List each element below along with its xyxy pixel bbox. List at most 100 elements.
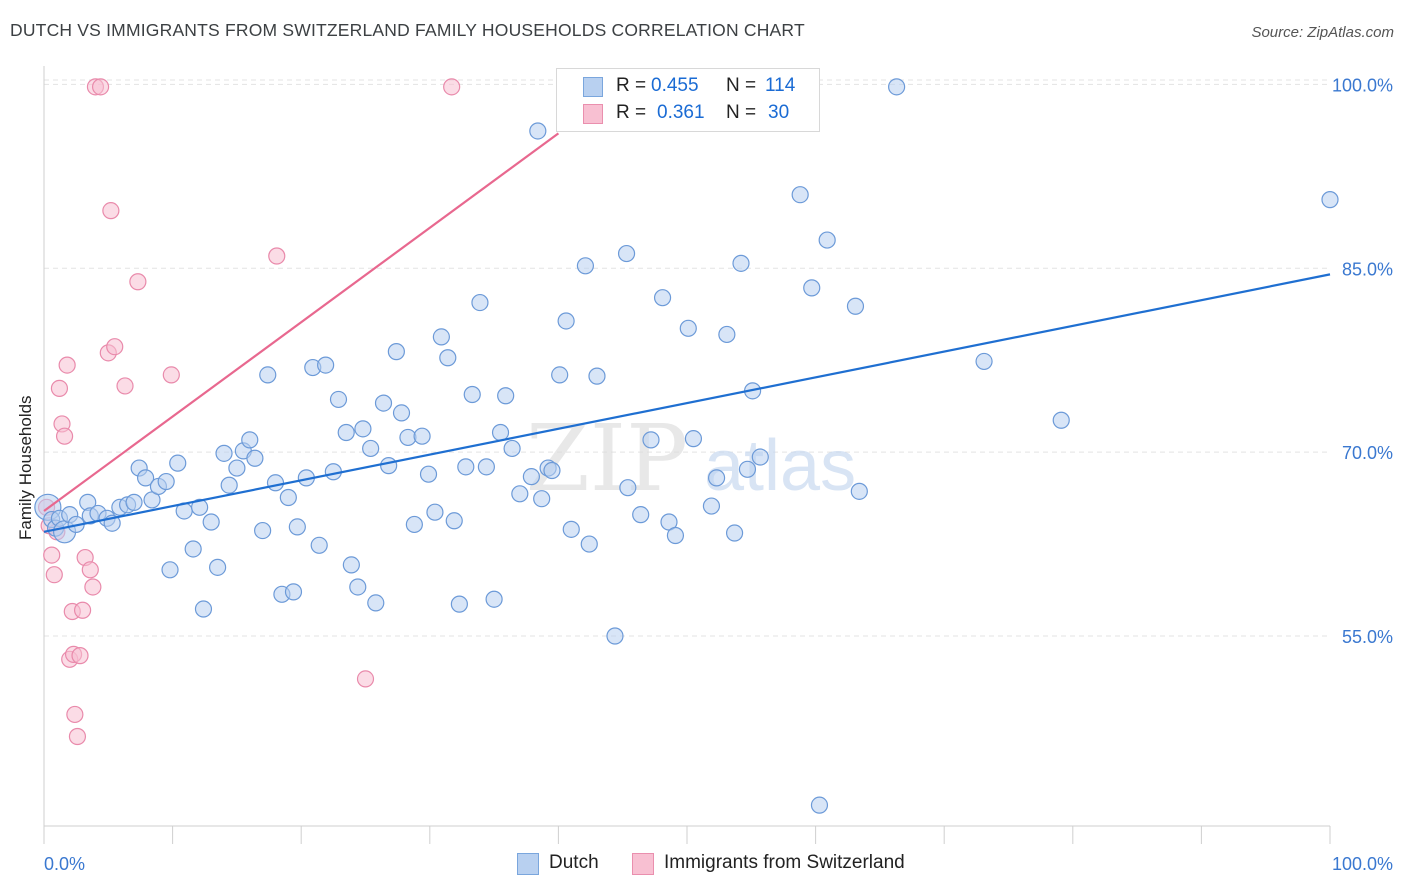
dutch-point bbox=[803, 279, 821, 297]
watermark-zip: ZIP bbox=[526, 405, 688, 512]
swiss-point bbox=[116, 377, 134, 395]
dutch-point bbox=[445, 512, 463, 530]
dutch-point bbox=[580, 535, 598, 553]
dutch-point bbox=[522, 468, 540, 486]
swiss-point bbox=[50, 379, 69, 397]
dutch-point bbox=[194, 600, 213, 618]
dutch-point bbox=[426, 503, 444, 521]
swiss-point bbox=[68, 727, 87, 746]
dutch-point bbox=[491, 423, 510, 442]
dutch-point bbox=[387, 343, 405, 361]
y-tick-label: 100.0% bbox=[1332, 75, 1393, 95]
bottom-legend-label-swiss: Immigrants from Switzerland bbox=[664, 852, 905, 873]
dutch-point bbox=[191, 498, 209, 516]
watermark-atlas: atlas bbox=[704, 426, 856, 506]
dutch-point bbox=[362, 439, 380, 458]
trend-lines bbox=[43, 132, 1331, 533]
dutch-point bbox=[606, 627, 624, 645]
swiss-point bbox=[55, 427, 74, 445]
dutch-point bbox=[751, 448, 769, 466]
stats-legend: R = 0.455 N = 114 R = 0.361 N = 30 bbox=[556, 68, 820, 132]
dutch-point bbox=[642, 431, 660, 449]
dutch-point bbox=[241, 431, 259, 449]
x-tick-label-min: 0.0% bbox=[44, 854, 85, 874]
dutch-point bbox=[419, 465, 438, 483]
dutch-point bbox=[284, 583, 303, 601]
dutch-point bbox=[1321, 191, 1339, 209]
dutch-point bbox=[543, 461, 561, 480]
dutch-point bbox=[702, 497, 721, 515]
legend-swatch-dutch bbox=[583, 77, 603, 97]
dutch-trend-line bbox=[43, 273, 1331, 533]
dutch-point bbox=[184, 540, 202, 558]
dutch-point bbox=[457, 458, 475, 476]
watermark: ZIP atlas bbox=[526, 405, 856, 512]
dutch-point bbox=[850, 482, 868, 500]
bottom-legend-label-dutch: Dutch bbox=[549, 852, 599, 873]
dutch-point bbox=[725, 524, 744, 542]
tick-labels: 55.0% 70.0% 85.0% 100.0% 0.0% 100.0% bbox=[44, 75, 1393, 874]
y-tick-label: 85.0% bbox=[1342, 259, 1393, 279]
dutch-point bbox=[367, 594, 385, 612]
dutch-point bbox=[653, 289, 672, 307]
swiss-trend-line bbox=[43, 132, 560, 512]
swiss-point bbox=[43, 546, 61, 564]
dutch-point bbox=[209, 558, 227, 576]
dutch-point bbox=[413, 427, 431, 445]
swiss-point bbox=[162, 366, 180, 384]
dutch-point bbox=[533, 490, 551, 508]
dutch-point bbox=[136, 469, 155, 487]
dutch-point bbox=[310, 536, 328, 554]
dutch-point bbox=[818, 231, 836, 249]
dutch-point bbox=[463, 385, 481, 404]
dutch-point bbox=[399, 428, 417, 447]
dutch-point bbox=[551, 366, 569, 384]
dutch-point bbox=[975, 352, 993, 371]
dutch-point bbox=[157, 472, 175, 491]
dutch-point bbox=[888, 78, 906, 96]
dutch-point bbox=[732, 254, 750, 272]
dutch-point bbox=[279, 488, 297, 507]
legend-r-label: R = bbox=[616, 75, 647, 96]
dutch-point bbox=[791, 186, 809, 204]
dutch-point bbox=[485, 590, 503, 608]
legend-n-value-dutch: 114 bbox=[765, 75, 796, 96]
dutch-point bbox=[588, 367, 606, 385]
dutch-point bbox=[679, 319, 697, 337]
dutch-point bbox=[619, 479, 637, 497]
dutch-point bbox=[684, 430, 703, 448]
axes bbox=[43, 66, 1331, 844]
swiss-point bbox=[81, 561, 99, 579]
legend-swatch-swiss bbox=[583, 104, 603, 124]
dutch-point bbox=[477, 458, 495, 476]
dutch-point bbox=[266, 474, 285, 492]
legend-n-value-swiss: 30 bbox=[768, 102, 790, 123]
dutch-point bbox=[288, 518, 306, 536]
legend-r-value-dutch: 0.455 bbox=[651, 75, 699, 96]
dutch-point bbox=[511, 485, 529, 503]
legend-r-value-swiss: 0.361 bbox=[657, 102, 705, 123]
gridlines bbox=[44, 79, 1330, 637]
swiss-point bbox=[356, 670, 375, 688]
dutch-point bbox=[576, 257, 595, 275]
swiss-point bbox=[268, 247, 286, 265]
swiss-point bbox=[73, 601, 92, 619]
y-tick-label: 55.0% bbox=[1342, 627, 1393, 647]
swiss-point bbox=[102, 202, 120, 220]
dutch-point bbox=[392, 404, 411, 422]
dutch-point bbox=[718, 325, 736, 344]
swiss-point bbox=[45, 566, 63, 584]
dutch-point bbox=[354, 420, 372, 438]
dutch-point bbox=[246, 449, 264, 467]
legend-n-label: N = bbox=[726, 75, 757, 96]
dutch-point bbox=[380, 457, 398, 475]
dutch-point bbox=[342, 556, 360, 574]
dutch-point bbox=[228, 459, 246, 477]
dutch-point bbox=[215, 444, 233, 462]
dutch-point bbox=[317, 356, 335, 374]
legend-n-label: N = bbox=[726, 102, 757, 123]
dutch-point bbox=[707, 469, 726, 487]
dutch-point bbox=[405, 515, 423, 534]
swiss-point bbox=[84, 578, 102, 596]
dutch-point bbox=[254, 521, 272, 540]
